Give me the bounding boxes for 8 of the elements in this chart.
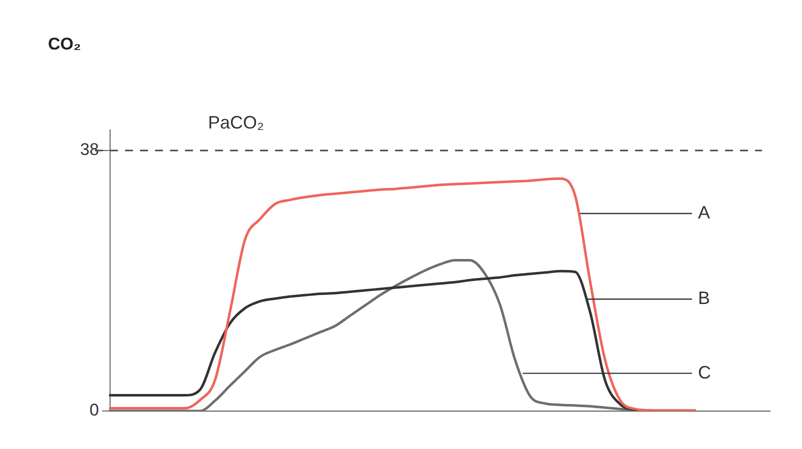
text: C — [698, 362, 711, 382]
y-tick-label: 0 — [90, 400, 99, 420]
y-axis-title: CO₂ — [48, 34, 82, 54]
text: B — [698, 288, 710, 308]
line-series — [108, 177, 696, 411]
ref-line-label: PaCO₂ — [208, 112, 264, 133]
text: A — [698, 202, 710, 222]
y-tick-label: 38 — [80, 140, 99, 160]
